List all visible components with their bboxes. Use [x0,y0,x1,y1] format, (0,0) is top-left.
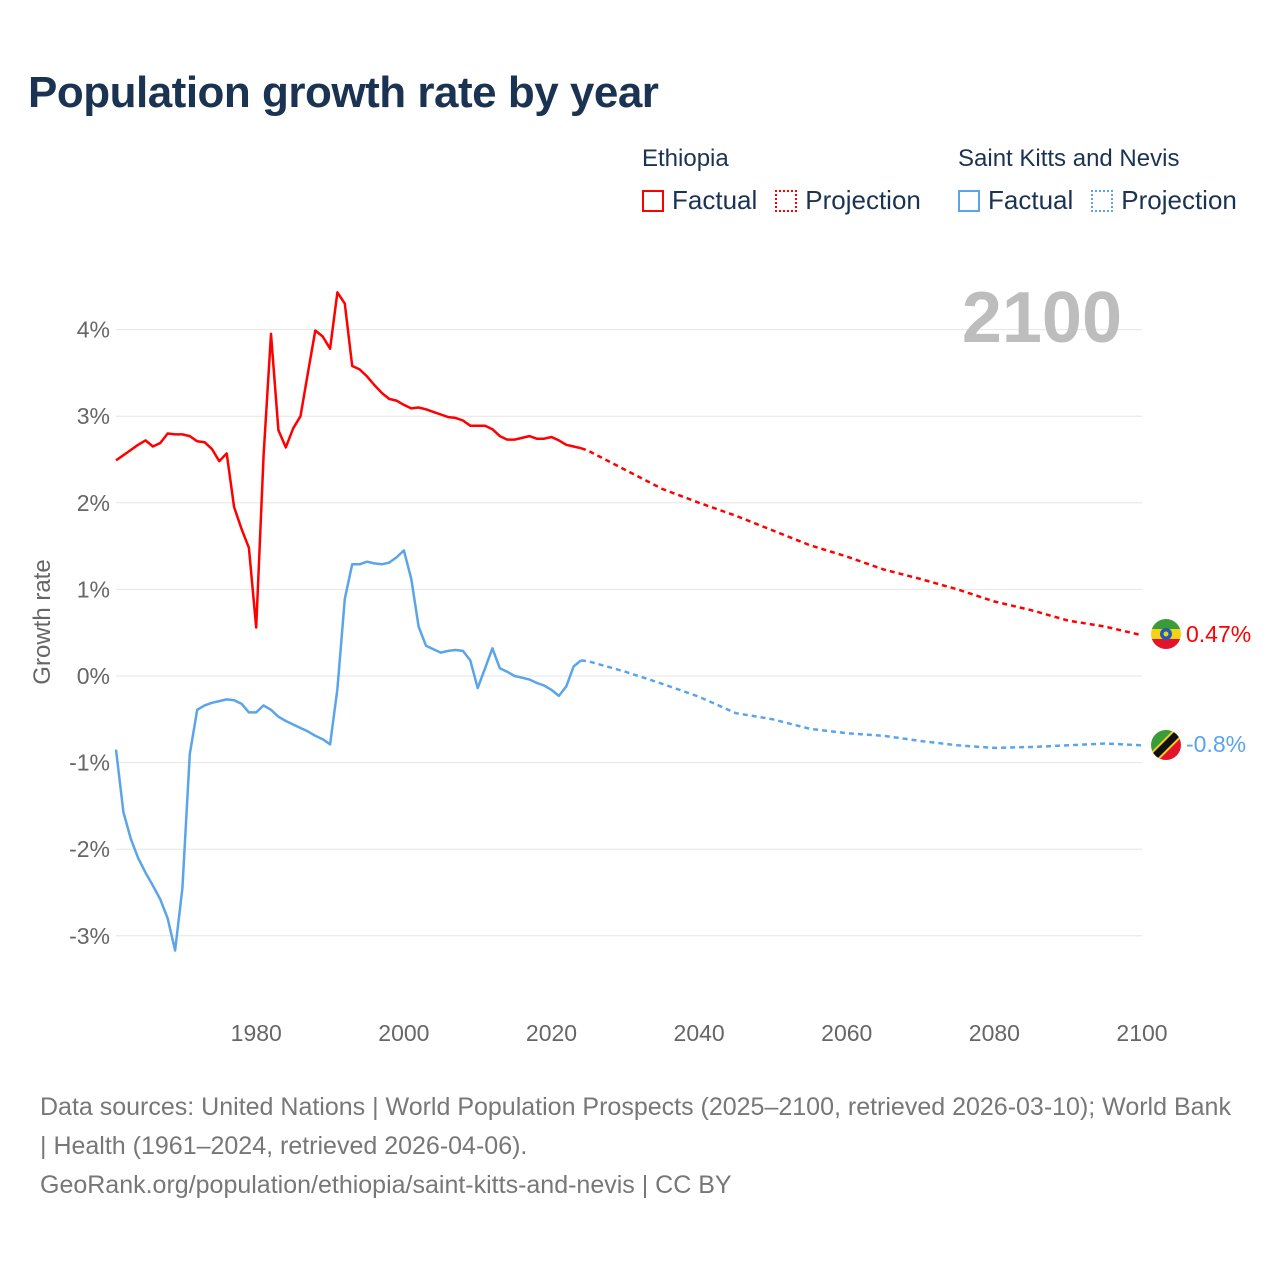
x-tick-label: 2080 [969,1020,1020,1046]
saint-kitts-and-nevis-factual-line [114,549,582,952]
x-tick-label: 2060 [821,1020,872,1046]
saint-kitts-and-nevis-flag-icon [1151,730,1181,760]
y-tick-label: 3% [77,403,110,429]
chart-title: Population growth rate by year [28,68,659,117]
source-link[interactable]: GeoRank.org/population/ethiopia/saint-ki… [40,1171,732,1199]
x-tick-label: 2040 [674,1020,725,1046]
legend-swatch-factual [642,189,664,212]
ethiopia-flag-icon [1151,619,1181,649]
legend-ethiopia: Ethiopia Factual Projection [642,145,939,216]
legend-label-factual[interactable]: Factual [672,185,758,215]
data-sources: Data sources: United Nations | World Pop… [40,1093,1231,1160]
ethiopia-end-label: 0.47% [1186,621,1251,647]
legend-label-projection[interactable]: Projection [805,185,921,215]
legend-label-factual[interactable]: Factual [988,185,1074,215]
y-axis-label: Growth rate [29,559,56,684]
legend-saint-kitts-and-nevis: Saint Kitts and Nevis Factual Projection [958,145,1255,216]
legend-swatch-projection [775,189,798,212]
y-tick-label: 0% [77,663,110,689]
y-tick-label: -2% [69,836,110,862]
saint-kitts-and-nevis-projection-line [580,659,1143,750]
y-tick-label: 2% [77,490,110,516]
legend-group-name: Saint Kitts and Nevis [958,145,1180,172]
saint-kitts-end-label: -0.8% [1186,731,1246,757]
y-tick-label: -3% [69,923,110,949]
x-tick-label: 2020 [526,1020,577,1046]
y-tick-label: -1% [69,750,110,776]
ethiopia-projection-line [580,447,1143,637]
legend-group-name: Ethiopia [642,145,729,172]
y-tick-label: 4% [77,317,110,343]
y-tick-label: 1% [77,576,110,602]
legend-swatch-projection [1091,189,1114,212]
legend-swatch-factual [958,189,980,212]
x-tick-label: 1980 [231,1020,282,1046]
year-label: 2100 [962,278,1122,358]
x-tick-label: 2000 [378,1020,429,1046]
x-tick-label: 2100 [1116,1020,1167,1046]
legend-label-projection: Projection [1121,185,1237,215]
ethiopia-factual-line [115,291,582,629]
footer: Data sources: United Nations | World Pop… [40,1088,1240,1205]
